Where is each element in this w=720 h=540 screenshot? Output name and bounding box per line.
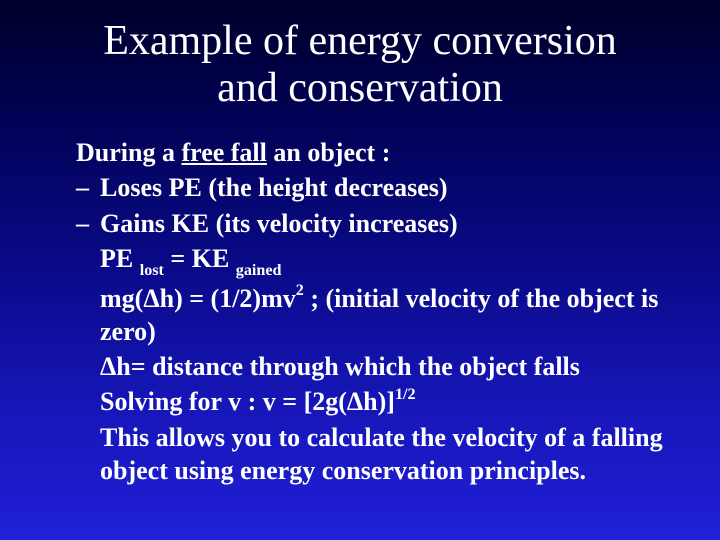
bullet-text: Gains KE (its velocity increases) (100, 209, 458, 238)
intro-suffix: an object : (267, 138, 390, 167)
slide-title: Example of energy conversion and conserv… (48, 18, 672, 112)
eq-superscript: 1/2 (395, 386, 416, 403)
intro-line: During a free fall an object : (76, 136, 672, 169)
title-line-1: Example of energy conversion (103, 18, 617, 64)
eq-text: = KE (164, 244, 236, 273)
eq-solve: Solving for v : v = [2g(Δh)]1/2 (76, 385, 672, 418)
eq-mg: mg(Δh) = (1/2)mv2 ; (initial velocity of… (76, 282, 672, 349)
bullet-item: – Loses PE (the height decreases) (76, 171, 672, 204)
eq-pe-ke: PE lost = KE gained (76, 242, 672, 280)
slide: Example of energy conversion and conserv… (0, 0, 720, 540)
bullet-item: – Gains KE (its velocity increases) (76, 207, 672, 240)
title-line-2: and conservation (217, 65, 503, 111)
slide-body: During a free fall an object : – Loses P… (48, 136, 672, 487)
eq-subscript: gained (236, 262, 282, 279)
bullet-dash-icon: – (76, 171, 89, 204)
eq-text: PE (100, 244, 140, 273)
eq-subscript: lost (140, 262, 164, 279)
bullet-dash-icon: – (76, 207, 89, 240)
eq-text: Solving for v : v = [2g(Δh)] (100, 387, 395, 416)
eq-superscript: 2 (296, 282, 304, 299)
eq-final: This allows you to calculate the velocit… (76, 421, 672, 488)
eq-text: mg(Δh) = (1/2)mv (100, 284, 296, 313)
eq-dh: Δh= distance through which the object fa… (76, 350, 672, 383)
bullet-text: Loses PE (the height decreases) (100, 173, 448, 202)
intro-prefix: During a (76, 138, 181, 167)
intro-underlined: free fall (181, 138, 266, 167)
